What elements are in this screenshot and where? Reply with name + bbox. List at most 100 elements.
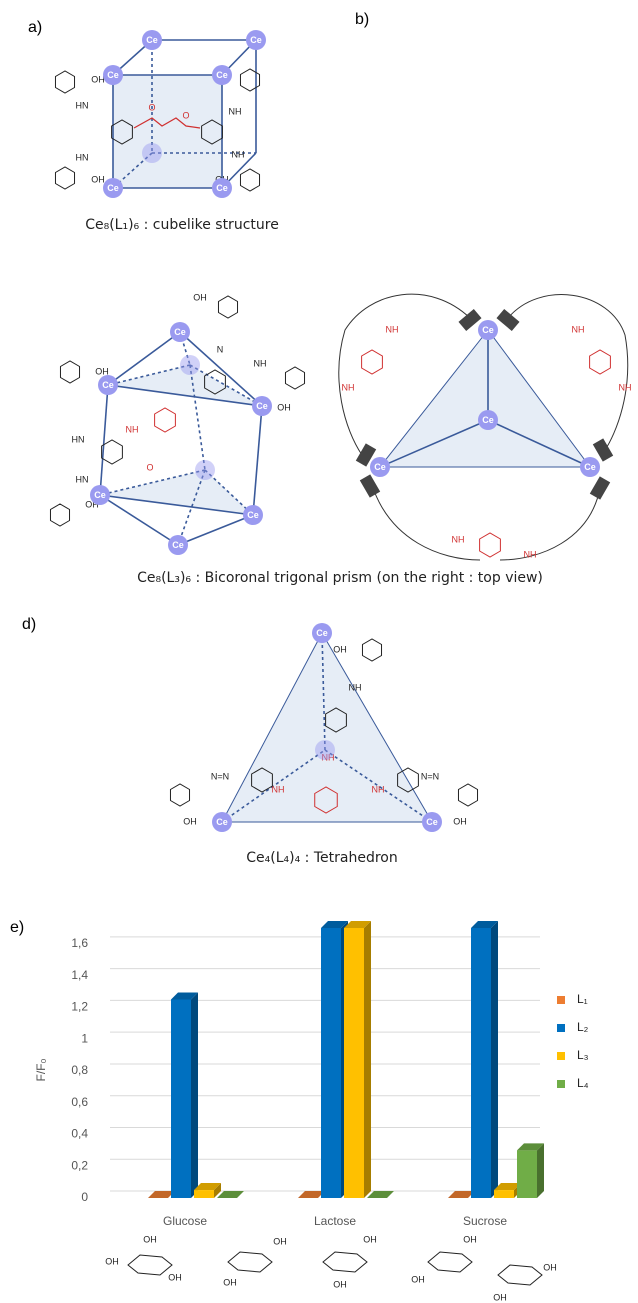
atom-label: OH (333, 644, 347, 654)
legend-label: L₂ (577, 1020, 589, 1034)
atom-label: OH (91, 174, 105, 184)
block (359, 474, 381, 498)
ce-atom (478, 320, 498, 340)
edge (99, 384, 109, 496)
atom-label: OH (193, 292, 207, 302)
bar-front (471, 928, 491, 1198)
x-tick-label: Sucrose (463, 1214, 507, 1228)
atom-label: OH (333, 1279, 347, 1289)
atom-label: OH (543, 1262, 557, 1272)
ring (397, 767, 419, 793)
ce-atom (103, 65, 123, 85)
ce-label: Ce (102, 380, 114, 390)
ce-label: Ce (482, 325, 494, 335)
ce-label: Ce (482, 415, 494, 425)
ce-atom (170, 322, 190, 342)
y-tick-label: 1,2 (71, 1000, 88, 1014)
y-tick-label: 1 (81, 1031, 88, 1045)
atom-label: OH (463, 1234, 477, 1244)
ce-atom (478, 410, 498, 430)
ce-label: Ce (146, 35, 158, 45)
edge (221, 749, 326, 823)
atom-label: OH (277, 402, 291, 412)
edge (179, 331, 263, 407)
x-tick-label: Lactose (314, 1214, 356, 1228)
ce-atom (370, 457, 390, 477)
ring (59, 360, 81, 384)
bar (194, 1183, 221, 1198)
ring (54, 70, 76, 94)
atom-label: OH (85, 499, 99, 509)
y-tick-label: 1,4 (71, 968, 88, 982)
atom-label: HN (76, 474, 89, 484)
legend-label: L₃ (577, 1048, 589, 1062)
bar-front (517, 1150, 537, 1198)
sugar-ring (497, 1264, 543, 1286)
edge (107, 384, 263, 407)
x-tick-label: Glucose (163, 1214, 207, 1228)
bar (494, 1183, 521, 1198)
atom-label: OH (168, 1272, 182, 1282)
ring (169, 783, 191, 807)
ce-atom (90, 485, 110, 505)
bar (517, 1143, 544, 1198)
block (592, 438, 614, 462)
ce-atom (180, 355, 200, 375)
ce-atom (315, 740, 335, 760)
bar-top (471, 921, 498, 928)
ring (111, 119, 133, 145)
legend-label: L₄ (577, 1076, 589, 1090)
ce-label: Ce (426, 817, 438, 827)
bar (171, 992, 198, 1198)
tetra-face (221, 631, 433, 823)
bar-top (298, 1191, 325, 1198)
atom-label: OH (223, 1277, 237, 1287)
bar-front (344, 928, 364, 1198)
ce-label: Ce (107, 70, 119, 80)
caption: Ce₈(L₃)₆ : Bicoronal trigonal prism (on … (137, 570, 543, 586)
ring (217, 295, 239, 319)
atom-label: NH (572, 324, 585, 334)
ce-label: Ce (316, 628, 328, 638)
atom-label: OH (493, 1292, 507, 1302)
prism-face (100, 470, 253, 515)
edge (487, 419, 591, 468)
bar-front (321, 928, 341, 1198)
ce-atom (580, 457, 600, 477)
ring (589, 349, 611, 375)
ce-label: Ce (174, 327, 186, 337)
ring (101, 439, 123, 465)
bar-top (448, 1191, 475, 1198)
edge (321, 632, 326, 751)
bar-front (494, 1190, 514, 1198)
bar-side (191, 992, 198, 1198)
bar (448, 1191, 475, 1198)
y-tick-label: 0,2 (71, 1158, 88, 1172)
atom-label: NH (272, 784, 285, 794)
bar-top (171, 992, 198, 1000)
ce-atom (212, 812, 232, 832)
cube-face (113, 75, 222, 188)
bar-top (367, 1191, 394, 1198)
bar (321, 921, 348, 1198)
atom-label: NH (322, 752, 335, 762)
edge (107, 364, 191, 386)
atom-label: NH (126, 424, 139, 434)
ce-label: Ce (94, 490, 106, 500)
atom-label: O (146, 462, 153, 472)
ring (284, 366, 306, 390)
atom-label: NH (229, 106, 242, 116)
ring (251, 767, 273, 793)
ring (314, 786, 338, 814)
sugar-ring (227, 1251, 273, 1273)
ce-atom (142, 30, 162, 50)
ring (54, 166, 76, 190)
atom-label: NH (386, 324, 399, 334)
sugar-ring (322, 1251, 368, 1273)
ring (204, 369, 226, 395)
ce-label: Ce (107, 183, 119, 193)
atom-label: HN (76, 100, 89, 110)
atom-label: HN (72, 434, 85, 444)
atom-label: OH (453, 816, 467, 826)
atom-label: N (217, 344, 224, 354)
